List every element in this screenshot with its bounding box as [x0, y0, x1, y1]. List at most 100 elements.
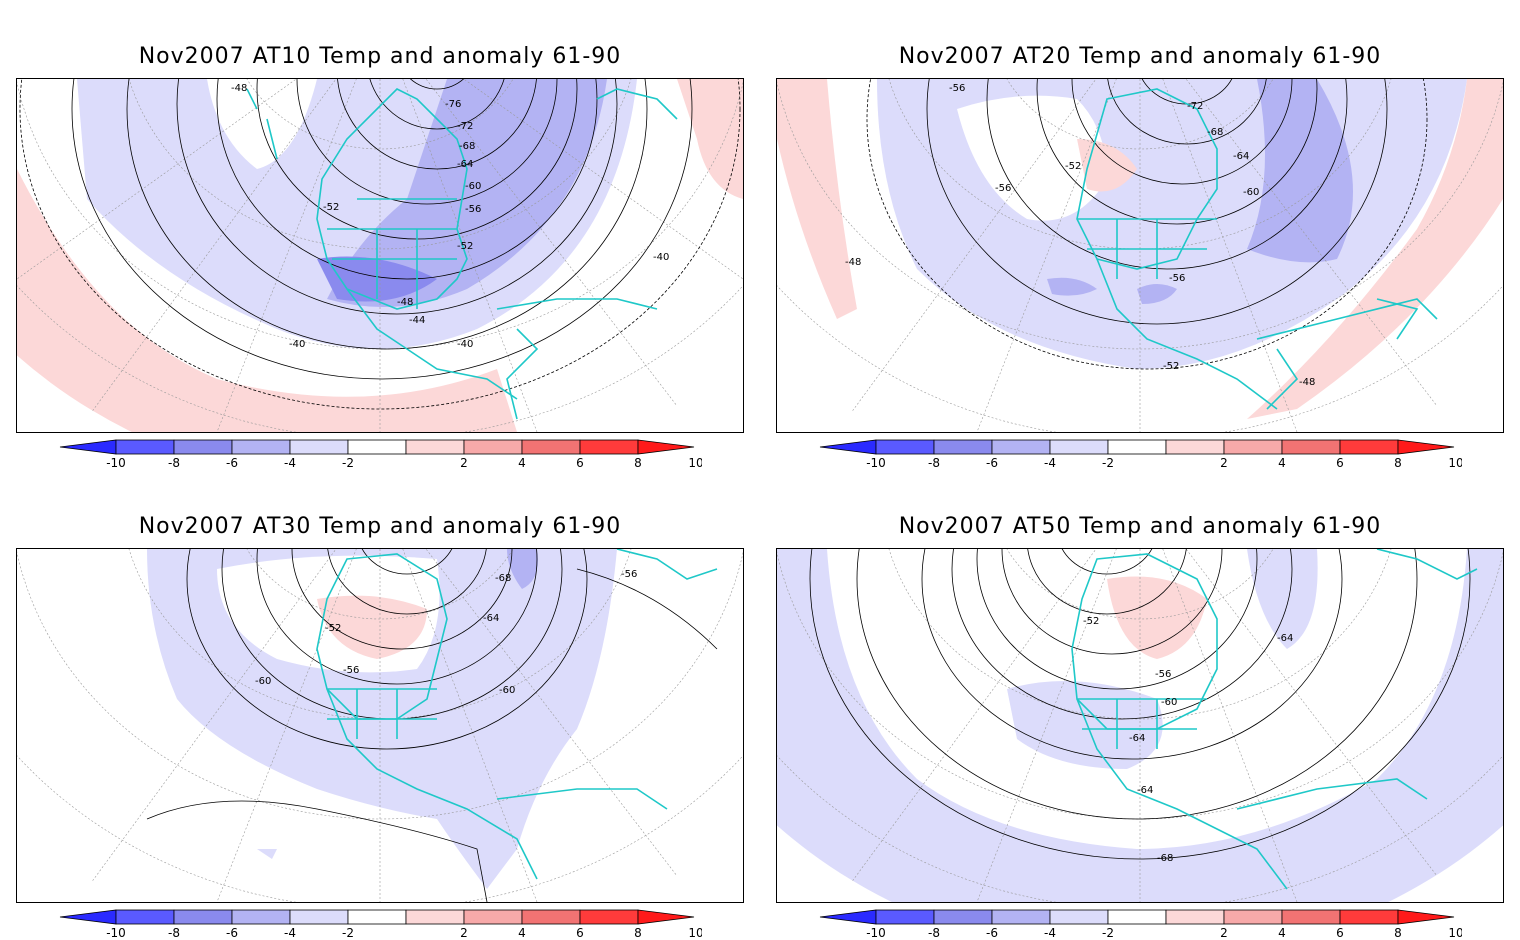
contour-label: -68 — [1157, 853, 1173, 864]
graticule — [777, 549, 1503, 902]
anomaly-positive-band — [1247, 79, 1503, 419]
contour-label: -64 — [1129, 733, 1145, 744]
colorbar-box — [115, 439, 175, 455]
colorbar-tick-label: -4 — [284, 926, 296, 938]
panel-at10: Nov2007 AT10 Temp and anomaly 61-90 — [0, 0, 760, 470]
contour-label: -60 — [465, 181, 481, 192]
colorbar-tick-label: -4 — [284, 456, 296, 468]
contour-label: -40 — [457, 339, 473, 350]
anomaly-negative-mid — [507, 549, 538, 589]
contour-label: -56 — [343, 665, 359, 676]
colorbar-box — [1339, 909, 1399, 925]
colorbar: -10 -8 -6 -4 -2 2 4 6 8 10 — [58, 908, 702, 938]
map-area: -56 -72 -68 -64 -60 -52 -56 -56 -52 -48 … — [776, 78, 1504, 433]
colorbar-tick-label: 4 — [518, 456, 526, 468]
panel-at50: Nov2007 AT50 Temp and anomaly 61-90 — [760, 470, 1520, 940]
graticule — [17, 549, 743, 902]
colorbar-box — [463, 439, 523, 455]
colorbar-box — [347, 909, 407, 925]
panel-title: Nov2007 AT50 Temp and anomaly 61-90 — [898, 514, 1382, 539]
contour-label: -56 — [995, 183, 1011, 194]
colorbar-tick-label: 8 — [1394, 456, 1402, 468]
colorbar-tick-label: 10 — [1448, 456, 1462, 468]
temperature-contours — [146, 549, 718, 902]
colorbar-tick-label: 8 — [634, 926, 642, 938]
contour-labels: -52 -56 -64 -60 -64 -64 -68 — [1083, 616, 1293, 864]
contour-label: -60 — [1161, 697, 1177, 708]
contour-label: -56 — [949, 83, 965, 94]
contour-label: -64 — [1233, 151, 1249, 162]
colorbar-box — [231, 439, 291, 455]
coastlines — [1076, 88, 1438, 410]
anomaly-negative-light — [1247, 549, 1318, 649]
colorbar-tick-label: -10 — [106, 456, 126, 468]
colorbar-tick-label: 10 — [1448, 926, 1462, 938]
contour-label: -68 — [1207, 127, 1223, 138]
map-svg: -52 -56 -64 -60 -64 -64 -68 — [777, 549, 1503, 902]
contour-label: -52 — [1065, 161, 1081, 172]
colorbar-box — [173, 439, 233, 455]
colorbar-box — [521, 909, 581, 925]
colorbar-tick-label: 2 — [1220, 926, 1228, 938]
colorbar-svg: -10 -8 -6 -4 -2 2 4 6 8 10 — [819, 909, 1462, 938]
contour-label: -64 — [457, 159, 473, 170]
colorbar-box — [1049, 439, 1109, 455]
panel-at20: Nov2007 AT20 Temp and anomaly 61-90 — [760, 0, 1520, 470]
colorbar-tick-label: -4 — [1044, 926, 1056, 938]
colorbar-box — [1223, 439, 1283, 455]
contour-label: -68 — [459, 141, 475, 152]
anomaly-positive-patch — [1107, 576, 1207, 659]
colorbar-tick-label: 4 — [1278, 456, 1286, 468]
contour-labels: -56 -72 -68 -64 -60 -52 -56 -56 -52 -48 … — [845, 83, 1315, 388]
colorbar-tick-label: -10 — [106, 926, 126, 938]
colorbar-arrow-low — [59, 439, 117, 455]
colorbar-tick-label: 2 — [460, 926, 468, 938]
colorbar-box — [1339, 439, 1399, 455]
colorbar-box — [405, 909, 465, 925]
colorbar-tick-label: -6 — [986, 926, 998, 938]
contour-label: -48 — [397, 297, 413, 308]
contour-label: -60 — [499, 685, 515, 696]
colorbar-arrow-high — [637, 909, 695, 925]
contour-label: -60 — [1243, 187, 1259, 198]
contour-label: -48 — [1299, 377, 1315, 388]
colorbar-box — [579, 909, 639, 925]
contour-label: -40 — [289, 339, 305, 350]
contour-label: -64 — [1137, 785, 1153, 796]
colorbar: -10 -8 -6 -4 -2 2 4 6 8 10 — [58, 438, 702, 468]
map-svg: -48 -76 -72 -68 -64 -60 -56 -52 -52 -48 … — [17, 79, 743, 432]
map-area: -52 -56 -64 -60 -64 -64 -68 — [776, 548, 1504, 903]
anomaly-negative-mid — [327, 79, 607, 307]
map-area: -48 -76 -72 -68 -64 -60 -56 -52 -52 -48 … — [16, 78, 744, 433]
colorbar-box — [347, 439, 407, 455]
colorbar-arrow-high — [1397, 909, 1455, 925]
colorbar-box — [463, 909, 523, 925]
anomaly-negative-light — [257, 849, 277, 859]
contour-label: -52 — [457, 241, 473, 252]
contour-labels: -48 -76 -72 -68 -64 -60 -56 -52 -52 -48 … — [231, 83, 669, 350]
panel-title: Nov2007 AT10 Temp and anomaly 61-90 — [138, 44, 622, 69]
colorbar-box — [1281, 909, 1341, 925]
anomaly-positive-patch — [677, 79, 743, 199]
colorbar-arrow-low — [819, 439, 877, 455]
anomaly-neutral — [957, 95, 1107, 221]
colorbar-arrow-high — [637, 439, 695, 455]
colorbar-tick-label: 8 — [634, 456, 642, 468]
temperature-contours — [809, 549, 1471, 860]
colorbar-box — [289, 909, 349, 925]
coastlines — [246, 88, 678, 420]
contour-label: -56 — [1169, 273, 1185, 284]
colorbar-tick-label: 8 — [1394, 926, 1402, 938]
colorbar-box — [875, 439, 935, 455]
colorbar-tick-label: -2 — [1102, 926, 1114, 938]
contour-label: -68 — [495, 573, 511, 584]
contour-label: -64 — [1277, 633, 1293, 644]
colorbar-tick-label: 6 — [1336, 456, 1344, 468]
map-svg: -68 -56 -64 -52 -56 -60 -60 — [17, 549, 743, 902]
contour-label: -52 — [1163, 361, 1179, 372]
colorbar-tick-label: -6 — [986, 456, 998, 468]
contour-label: -52 — [325, 623, 341, 634]
colorbar-box — [405, 439, 465, 455]
colorbar-box — [875, 909, 935, 925]
map-svg: -56 -72 -68 -64 -60 -52 -56 -56 -52 -48 … — [777, 79, 1503, 432]
